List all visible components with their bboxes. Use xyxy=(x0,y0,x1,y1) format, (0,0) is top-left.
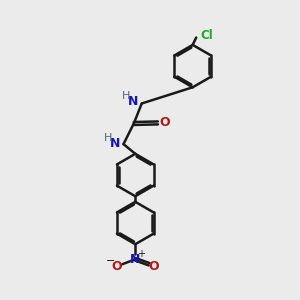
Text: H: H xyxy=(104,133,112,142)
Text: N: N xyxy=(130,253,140,266)
Text: N: N xyxy=(110,137,120,150)
Text: O: O xyxy=(148,260,159,273)
Text: H: H xyxy=(122,92,130,101)
Text: N: N xyxy=(128,94,139,108)
Text: O: O xyxy=(112,260,122,273)
Text: −: − xyxy=(106,256,115,266)
Text: +: + xyxy=(136,249,145,259)
Text: O: O xyxy=(159,116,170,129)
Text: Cl: Cl xyxy=(201,29,213,42)
